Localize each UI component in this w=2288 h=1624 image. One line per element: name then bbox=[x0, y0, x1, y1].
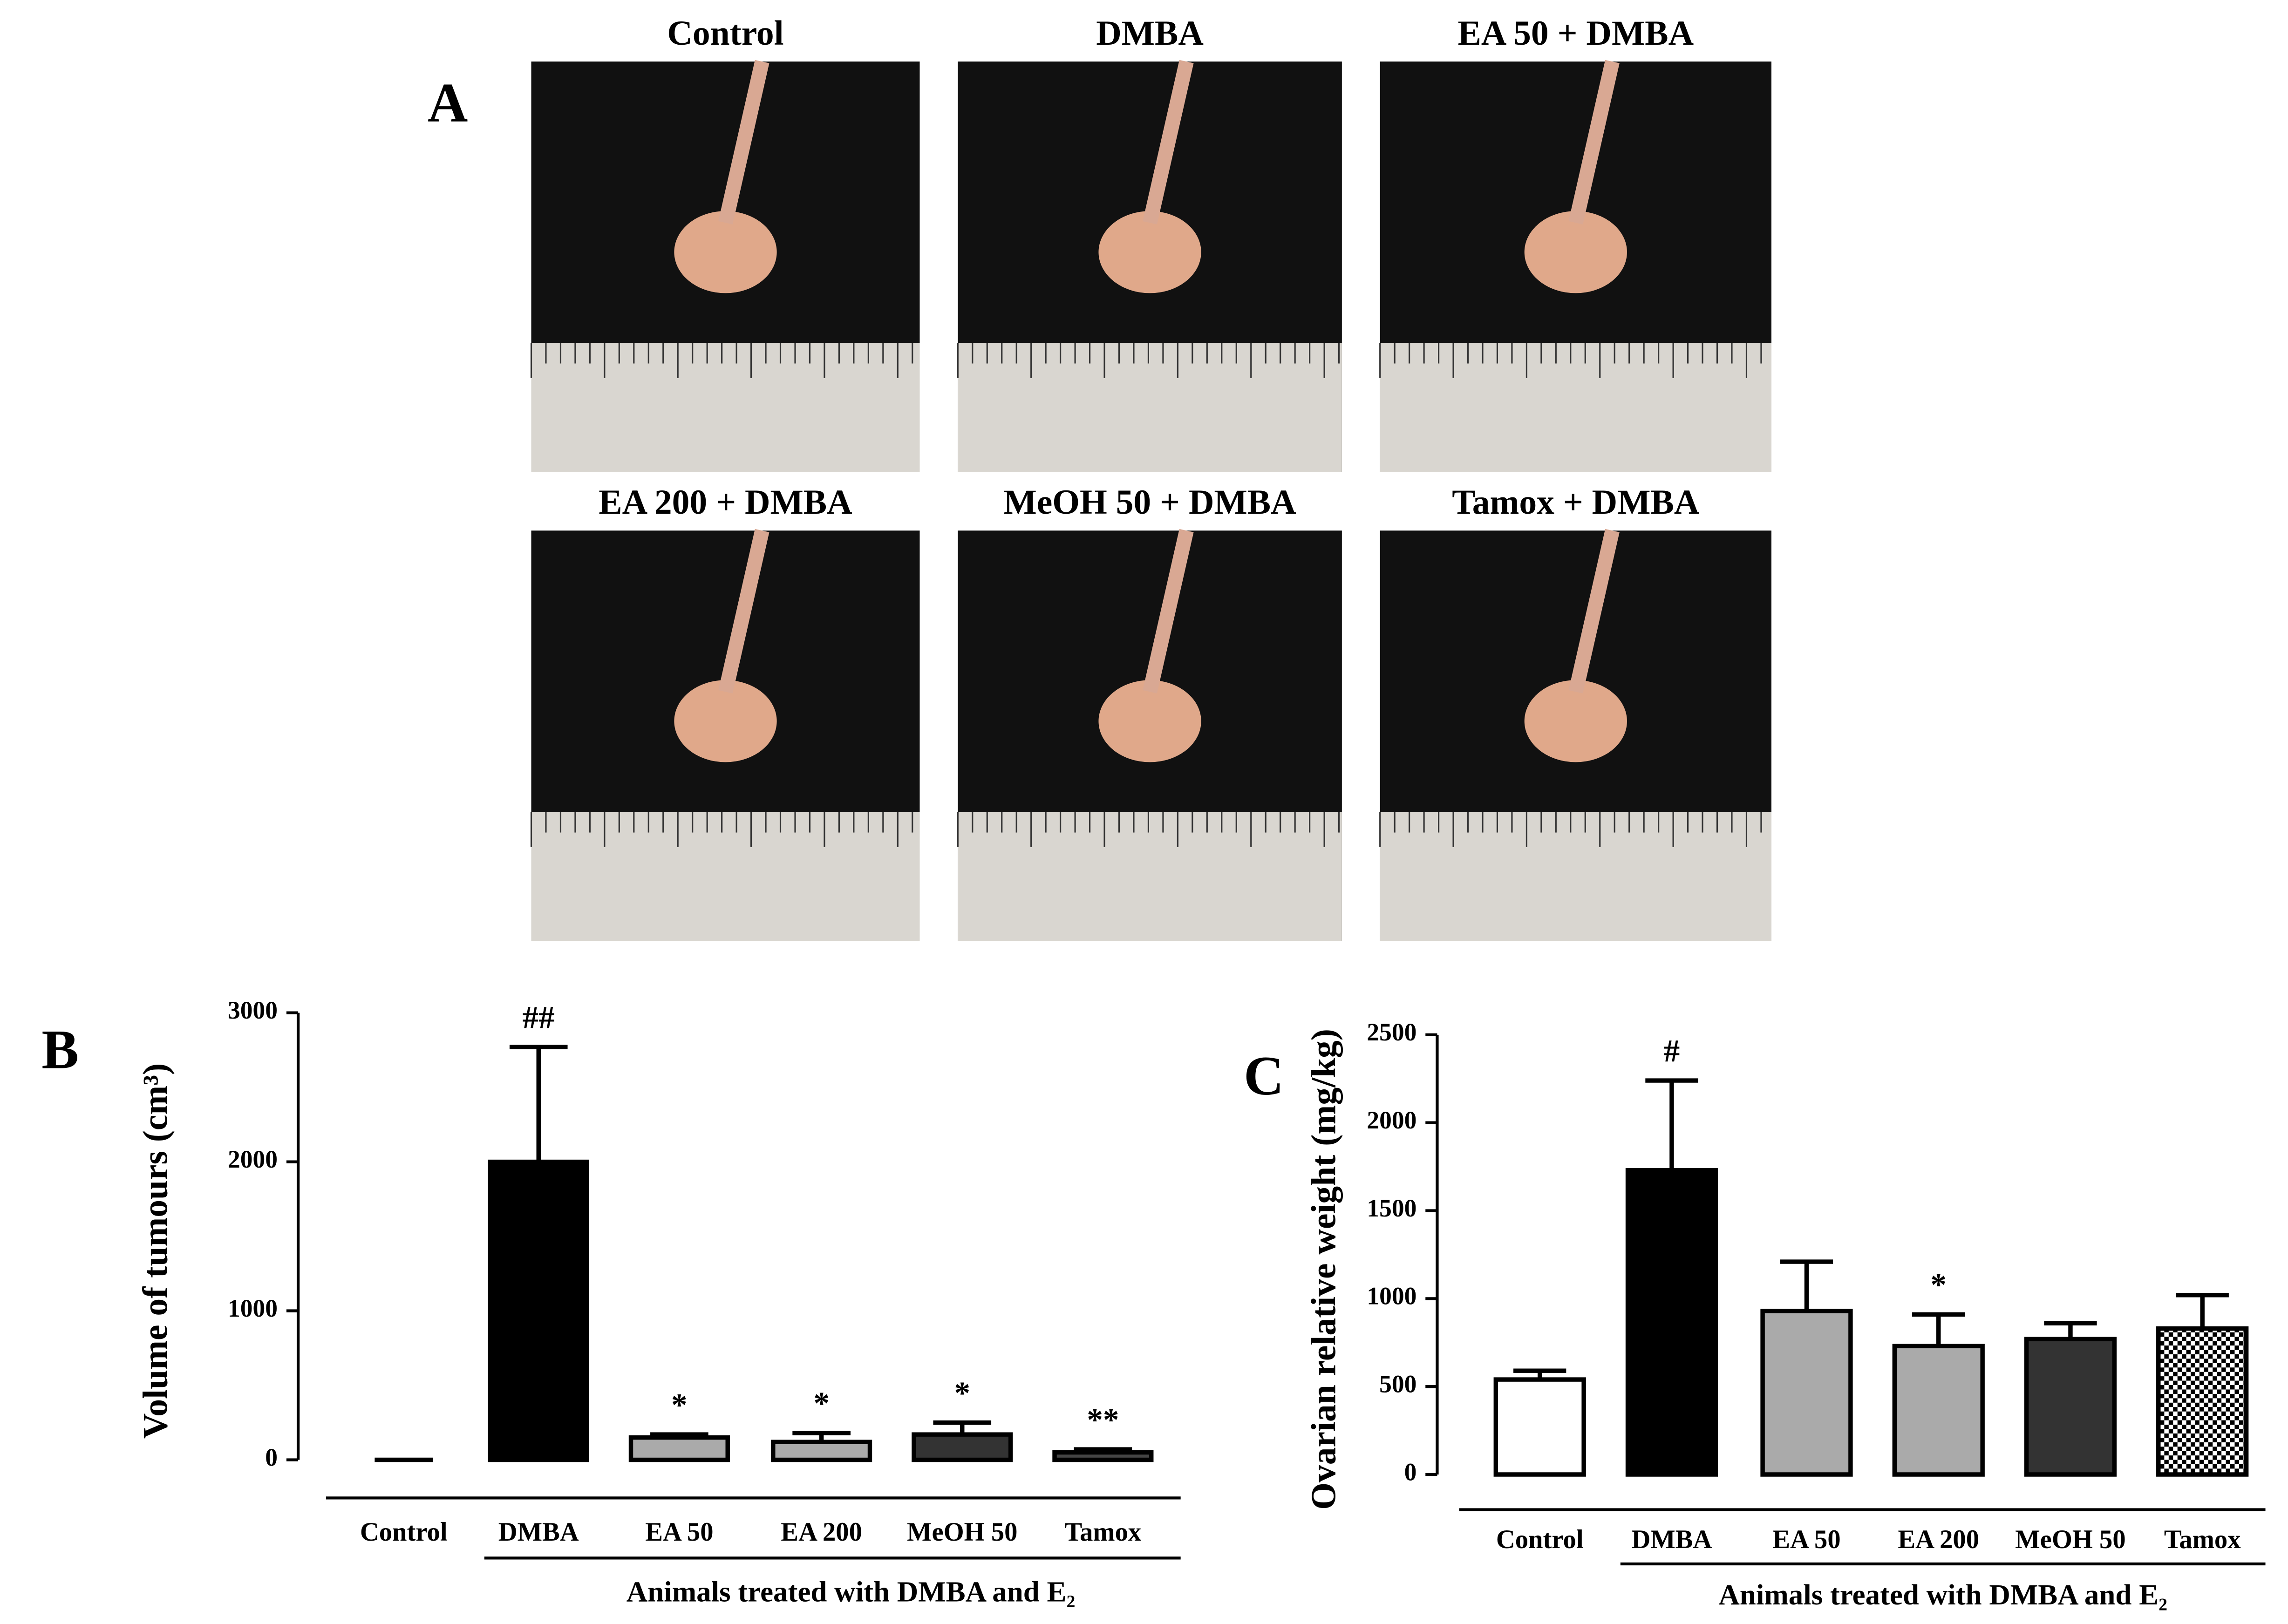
specimen bbox=[1524, 680, 1627, 762]
bar bbox=[1493, 1377, 1586, 1477]
x-tick-label: EA 50 bbox=[1772, 1525, 1840, 1554]
y-tick-label: 2500 bbox=[1367, 1018, 1416, 1046]
bar bbox=[1892, 1344, 1985, 1477]
y-tick-label: 1000 bbox=[228, 1294, 278, 1322]
y-tick-label: 0 bbox=[1404, 1458, 1417, 1486]
bar bbox=[912, 1432, 1013, 1462]
bar bbox=[1625, 1168, 1718, 1477]
significance-label: * bbox=[1930, 1267, 1947, 1303]
bar bbox=[2024, 1337, 2117, 1477]
x-tick-label: EA 200 bbox=[781, 1518, 862, 1547]
y-tick-label: 3000 bbox=[228, 996, 278, 1024]
x-tick-label: EA 200 bbox=[1898, 1525, 1979, 1554]
x-tick-label: Control bbox=[360, 1518, 448, 1547]
y-tick-label: 2000 bbox=[228, 1145, 278, 1173]
specimen-stalk bbox=[718, 529, 769, 693]
y-tick-label: 1500 bbox=[1367, 1194, 1416, 1222]
ruler bbox=[1380, 343, 1771, 472]
significance-label: ## bbox=[523, 999, 555, 1035]
significance-label: * bbox=[954, 1375, 970, 1411]
bar bbox=[628, 1435, 730, 1462]
significance-label: ** bbox=[1087, 1401, 1119, 1437]
specimen bbox=[1098, 680, 1201, 762]
y-tick-label: 2000 bbox=[1367, 1106, 1416, 1134]
bar bbox=[771, 1440, 872, 1462]
x-tick-label: MeOH 50 bbox=[907, 1518, 1017, 1547]
bar bbox=[2156, 1326, 2249, 1477]
significance-label: * bbox=[813, 1385, 830, 1421]
ruler bbox=[531, 343, 920, 472]
photo-label: EA 50 + DMBA bbox=[1458, 14, 1694, 53]
x-tick-label: Control bbox=[1496, 1525, 1584, 1554]
x-tick-label: DMBA bbox=[498, 1518, 579, 1547]
y-axis-label: Ovarian relative weight (mg/kg) bbox=[1305, 1029, 1343, 1510]
specimen bbox=[674, 680, 777, 762]
y-tick-label: 500 bbox=[1379, 1370, 1416, 1398]
specimen-stalk bbox=[1143, 60, 1194, 224]
specimen-stalk bbox=[1143, 529, 1194, 693]
y-axis-label: Volume of tumours (cm³) bbox=[136, 1063, 175, 1439]
x-tick-label: MeOH 50 bbox=[2015, 1525, 2125, 1554]
photo-label: MeOH 50 + DMBA bbox=[1004, 483, 1296, 522]
panel-letter: A bbox=[428, 71, 468, 133]
ruler bbox=[1380, 812, 1771, 941]
specimen bbox=[674, 211, 777, 293]
bar bbox=[1760, 1309, 1853, 1477]
ruler bbox=[958, 343, 1342, 472]
panel-letter: B bbox=[41, 1018, 79, 1080]
x-tick-label: Tamox bbox=[1065, 1518, 1142, 1547]
specimen bbox=[1098, 211, 1201, 293]
significance-label: # bbox=[1664, 1033, 1680, 1068]
group-label: Animals treated with DMBA and E₂ bbox=[626, 1575, 1076, 1608]
specimen bbox=[1524, 211, 1627, 293]
specimen-stalk bbox=[718, 60, 769, 224]
x-tick-label: Tamox bbox=[2164, 1525, 2241, 1554]
specimen-stalk bbox=[1568, 529, 1620, 693]
significance-label: * bbox=[671, 1386, 688, 1422]
x-tick-label: DMBA bbox=[1631, 1525, 1712, 1554]
x-tick-label: EA 50 bbox=[645, 1518, 713, 1547]
ruler bbox=[958, 812, 1342, 941]
photo-label: Control bbox=[667, 14, 783, 53]
y-tick-label: 1000 bbox=[1367, 1282, 1416, 1310]
photo-label: DMBA bbox=[1096, 14, 1204, 53]
panel-letter: C bbox=[1244, 1045, 1284, 1107]
y-tick-label: 0 bbox=[265, 1443, 278, 1471]
photo-label: EA 200 + DMBA bbox=[599, 483, 852, 522]
group-label: Animals treated with DMBA and E₂ bbox=[1718, 1578, 2167, 1611]
ruler bbox=[531, 812, 920, 941]
bar bbox=[488, 1159, 589, 1462]
panel-a: A bbox=[428, 71, 468, 133]
photo-label: Tamox + DMBA bbox=[1452, 483, 1699, 522]
specimen-stalk bbox=[1568, 60, 1620, 224]
bar bbox=[1052, 1450, 1154, 1462]
